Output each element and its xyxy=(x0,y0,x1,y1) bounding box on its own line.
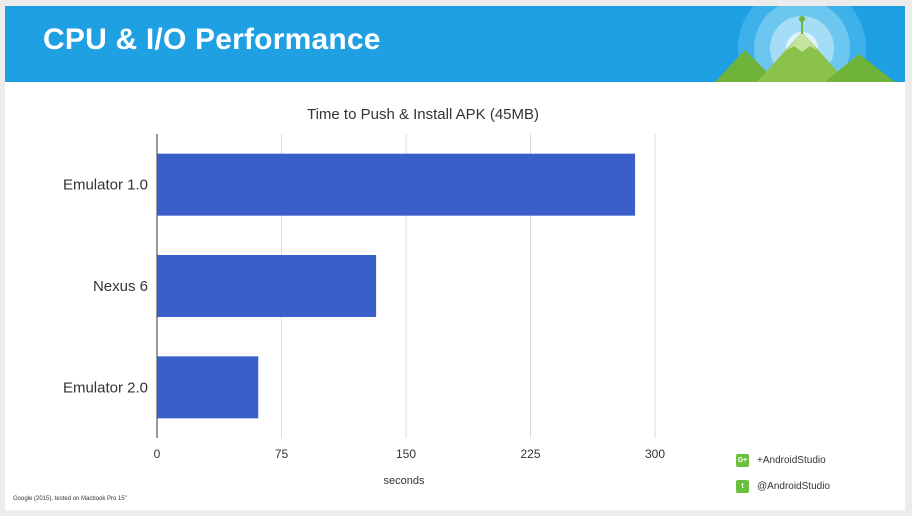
social-google-plus: G+ +AndroidStudio xyxy=(736,454,826,467)
bar-emulator-2-0 xyxy=(157,356,259,419)
chart-title: Time to Push & Install APK (45MB) xyxy=(307,106,539,123)
category-label: Emulator 2.0 xyxy=(63,379,148,396)
category-label: Emulator 1.0 xyxy=(63,177,148,194)
google-plus-icon: G+ xyxy=(736,454,749,467)
social-handle: +AndroidStudio xyxy=(757,455,826,466)
bar-chart: Time to Push & Install APK (45MB) 0 75 150… xyxy=(63,106,665,487)
android-studio-mountains-icon xyxy=(715,6,895,82)
x-tick-label: 0 xyxy=(154,447,161,461)
social-handle: @AndroidStudio xyxy=(757,481,830,492)
x-tick-label: 75 xyxy=(275,447,289,461)
page-title: CPU & I/O Performance xyxy=(43,23,381,56)
x-axis-label: seconds xyxy=(384,475,425,487)
bar-nexus-6 xyxy=(157,255,377,317)
x-tick-label: 150 xyxy=(396,447,416,461)
bar-emulator-1-0 xyxy=(157,153,636,216)
category-label: Nexus 6 xyxy=(93,278,148,295)
twitter-icon: t xyxy=(736,480,749,493)
x-tick-label: 225 xyxy=(520,447,540,461)
source-footnote: Google (2015), tested on Macbook Pro 15" xyxy=(13,496,127,502)
slide: CPU & I/O Performance Time to Push & Ins… xyxy=(5,6,905,510)
header-banner: CPU & I/O Performance xyxy=(5,6,905,82)
x-tick-label: 300 xyxy=(645,447,665,461)
social-twitter: t @AndroidStudio xyxy=(736,480,830,493)
